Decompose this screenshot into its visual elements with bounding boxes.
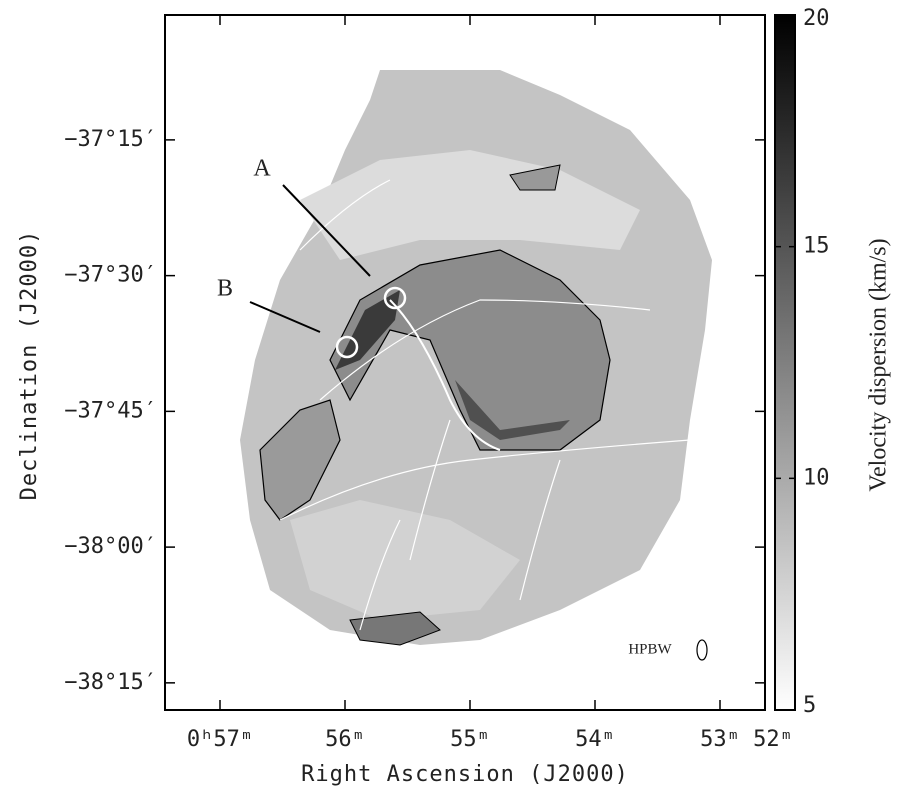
annotation: A xyxy=(253,156,271,182)
x-tick-label: 0ʰ57ᵐ xyxy=(187,727,253,752)
marker-a xyxy=(383,286,407,310)
colorbar-tick-label: 10 xyxy=(803,465,830,490)
x-tick-label: 52ᵐ xyxy=(753,727,793,752)
y-tick-label: −37°30′ xyxy=(64,263,157,288)
pointer-b xyxy=(249,301,321,333)
annotation: HPBW xyxy=(628,641,672,657)
colorbar-tick-label: 15 xyxy=(803,234,830,259)
annotation: B xyxy=(217,276,233,302)
colorbar-label: Velocity dispersion (km/s) xyxy=(866,238,892,491)
y-tick-label: −37°45′ xyxy=(64,398,157,423)
annotations: A B HPBW xyxy=(217,156,708,661)
x-axis-label: Right Ascension (J2000) xyxy=(301,762,629,787)
plot-frame xyxy=(164,14,766,711)
colorbar-tick-label: 20 xyxy=(803,6,830,31)
y-tick-label: −38°00′ xyxy=(64,534,157,559)
x-tick-label: 55ᵐ xyxy=(450,727,490,752)
colorbar xyxy=(774,14,796,711)
y-tick-label: −37°15′ xyxy=(64,127,157,152)
y-tick-label: −38°15′ xyxy=(64,670,157,695)
beam xyxy=(696,639,708,661)
x-tick-label: 56ᵐ xyxy=(325,727,365,752)
x-tick-label: 53ᵐ xyxy=(700,727,740,752)
pointer-a xyxy=(282,184,371,277)
x-tick-label: 54ᵐ xyxy=(575,727,615,752)
map-image xyxy=(240,70,712,646)
y-axis-label: Declination (J2000) xyxy=(17,230,42,501)
colorbar-tick-label: 5 xyxy=(803,693,816,718)
marker-b xyxy=(335,335,359,359)
